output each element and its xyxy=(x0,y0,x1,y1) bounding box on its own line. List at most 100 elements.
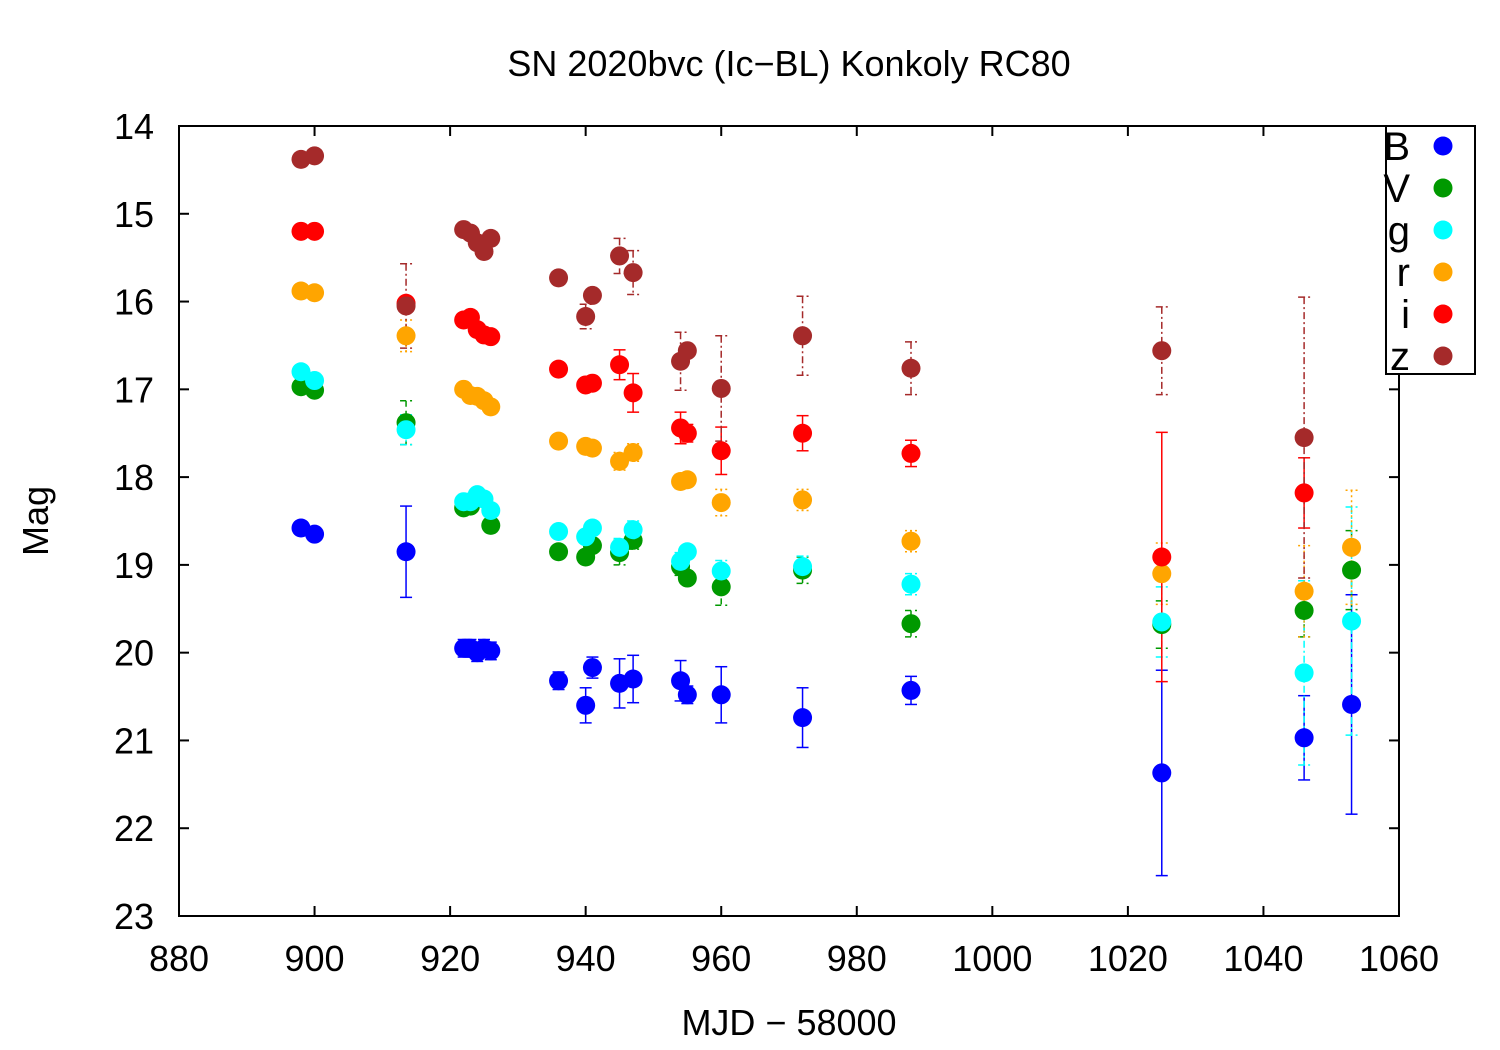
point-B xyxy=(901,680,921,700)
legend-box xyxy=(1385,125,1476,375)
point-z xyxy=(582,285,602,305)
point-z xyxy=(901,358,921,378)
y-tick-label: 22 xyxy=(114,808,154,849)
point-z xyxy=(1152,341,1172,361)
point-V xyxy=(481,515,501,535)
point-i xyxy=(793,423,813,443)
point-g xyxy=(549,522,569,542)
point-B xyxy=(576,695,596,715)
point-B xyxy=(1342,694,1362,714)
point-g xyxy=(1152,612,1172,632)
point-g xyxy=(582,518,602,538)
point-i xyxy=(677,423,697,443)
point-i xyxy=(711,441,731,461)
legend-marker-g xyxy=(1433,220,1453,240)
point-V xyxy=(711,577,731,597)
point-i xyxy=(481,327,501,347)
y-tick-label: 18 xyxy=(114,457,154,498)
point-g xyxy=(901,574,921,594)
y-tick-label: 17 xyxy=(114,369,154,410)
point-i xyxy=(291,221,311,241)
error-bars xyxy=(400,224,1358,877)
point-r xyxy=(396,326,416,346)
point-r xyxy=(677,470,697,490)
x-tick-label: 880 xyxy=(149,938,209,979)
point-r xyxy=(610,451,630,471)
point-B xyxy=(793,708,813,728)
x-tick-label: 1060 xyxy=(1359,938,1439,979)
y-tick-label: 19 xyxy=(114,545,154,586)
y-tick-label: 16 xyxy=(114,282,154,323)
data-points xyxy=(291,146,1362,783)
y-tick-label: 20 xyxy=(114,633,154,674)
point-g xyxy=(291,362,311,382)
legend-marker-B xyxy=(1433,136,1453,156)
legend-label-g: g xyxy=(1388,209,1410,253)
x-tick-label: 900 xyxy=(285,938,345,979)
y-tick-label: 21 xyxy=(114,720,154,761)
y-axis: 14 15 16 17 18 19 20 21 22 23 xyxy=(114,106,1399,937)
point-g xyxy=(623,520,643,540)
point-z xyxy=(576,306,596,326)
point-r xyxy=(481,397,501,417)
y-axis-title: Mag xyxy=(15,486,56,556)
point-i xyxy=(901,443,921,463)
point-B xyxy=(623,669,643,689)
point-z xyxy=(623,263,643,283)
point-V xyxy=(677,568,697,588)
point-z xyxy=(396,296,416,316)
legend-label-r: r xyxy=(1397,251,1410,295)
point-z xyxy=(677,341,697,361)
point-V xyxy=(901,614,921,634)
point-i xyxy=(1152,547,1172,567)
y-tick-label: 23 xyxy=(114,896,154,937)
point-i xyxy=(582,373,602,393)
point-r xyxy=(711,493,731,513)
legend-label-V: V xyxy=(1383,167,1410,211)
point-g xyxy=(481,500,501,520)
point-r xyxy=(582,438,602,458)
point-r xyxy=(305,283,325,303)
point-g xyxy=(396,420,416,440)
chart-title: SN 2020bvc (Ic−BL) Konkoly RC80 xyxy=(507,43,1070,84)
point-B xyxy=(549,671,569,691)
x-tick-label: 1000 xyxy=(952,938,1032,979)
point-g xyxy=(677,542,697,562)
legend-marker-V xyxy=(1433,178,1453,198)
point-r xyxy=(623,443,643,463)
point-r xyxy=(1294,581,1314,601)
point-B xyxy=(396,542,416,562)
point-i xyxy=(623,383,643,403)
legend-marker-i xyxy=(1433,304,1453,324)
point-g xyxy=(1294,663,1314,683)
x-axis-title: MJD − 58000 xyxy=(681,1002,896,1043)
point-B xyxy=(481,641,501,661)
point-r xyxy=(549,431,569,451)
x-tick-label: 1020 xyxy=(1088,938,1168,979)
point-r xyxy=(901,531,921,551)
y-tick-label: 14 xyxy=(114,106,154,147)
point-g xyxy=(610,537,630,557)
point-z xyxy=(610,246,630,266)
legend-marker-z xyxy=(1433,346,1453,366)
point-i xyxy=(549,359,569,379)
point-B xyxy=(305,524,325,544)
point-z xyxy=(549,268,569,288)
point-g xyxy=(793,557,813,577)
point-B xyxy=(582,658,602,678)
point-V xyxy=(1342,560,1362,580)
point-g xyxy=(711,561,731,581)
point-g xyxy=(1342,611,1362,631)
point-r xyxy=(1152,564,1172,584)
x-tick-label: 980 xyxy=(827,938,887,979)
legend-label-z: z xyxy=(1390,335,1410,379)
point-i xyxy=(1294,483,1314,503)
point-B xyxy=(1294,728,1314,748)
point-g xyxy=(305,371,325,391)
point-V xyxy=(1294,601,1314,621)
legend-marker-r xyxy=(1433,262,1453,282)
point-V xyxy=(549,542,569,562)
point-z xyxy=(793,326,813,346)
plot-frame xyxy=(178,125,1400,917)
